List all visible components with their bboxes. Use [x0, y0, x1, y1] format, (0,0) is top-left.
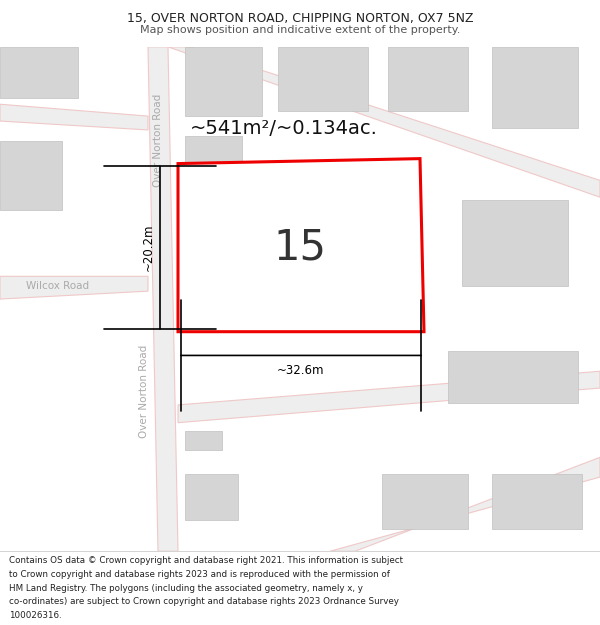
Polygon shape	[185, 136, 242, 188]
Text: HM Land Registry. The polygons (including the associated geometry, namely x, y: HM Land Registry. The polygons (includin…	[9, 584, 363, 592]
Text: Over Norton Road: Over Norton Road	[153, 94, 163, 188]
Polygon shape	[185, 47, 262, 116]
Polygon shape	[492, 47, 578, 128]
Polygon shape	[0, 141, 62, 210]
Text: ~20.2m: ~20.2m	[142, 224, 155, 271]
Polygon shape	[388, 47, 468, 111]
Text: co-ordinates) are subject to Crown copyright and database rights 2023 Ordnance S: co-ordinates) are subject to Crown copyr…	[9, 598, 399, 606]
Polygon shape	[168, 47, 600, 198]
Polygon shape	[0, 47, 78, 98]
Polygon shape	[382, 474, 468, 529]
Polygon shape	[278, 47, 368, 111]
Polygon shape	[462, 200, 568, 286]
Polygon shape	[185, 474, 238, 519]
Text: 15: 15	[274, 227, 326, 269]
Polygon shape	[148, 47, 178, 551]
Polygon shape	[178, 371, 600, 423]
Text: to Crown copyright and database rights 2023 and is reproduced with the permissio: to Crown copyright and database rights 2…	[9, 570, 390, 579]
Polygon shape	[448, 351, 578, 403]
Text: Contains OS data © Crown copyright and database right 2021. This information is : Contains OS data © Crown copyright and d…	[9, 556, 403, 566]
Polygon shape	[492, 474, 582, 529]
Text: 100026316.: 100026316.	[9, 611, 62, 620]
Polygon shape	[178, 159, 424, 332]
Text: Map shows position and indicative extent of the property.: Map shows position and indicative extent…	[140, 25, 460, 35]
Polygon shape	[330, 458, 600, 551]
Polygon shape	[0, 104, 148, 130]
Polygon shape	[252, 207, 308, 274]
Text: 15, OVER NORTON ROAD, CHIPPING NORTON, OX7 5NZ: 15, OVER NORTON ROAD, CHIPPING NORTON, O…	[127, 12, 473, 25]
Text: ~32.6m: ~32.6m	[277, 364, 325, 378]
Polygon shape	[0, 276, 148, 299]
Text: Over Norton Road: Over Norton Road	[139, 344, 149, 437]
Text: ~541m²/~0.134ac.: ~541m²/~0.134ac.	[190, 119, 378, 138]
Text: Wilcox Road: Wilcox Road	[26, 281, 89, 291]
Polygon shape	[185, 431, 222, 451]
